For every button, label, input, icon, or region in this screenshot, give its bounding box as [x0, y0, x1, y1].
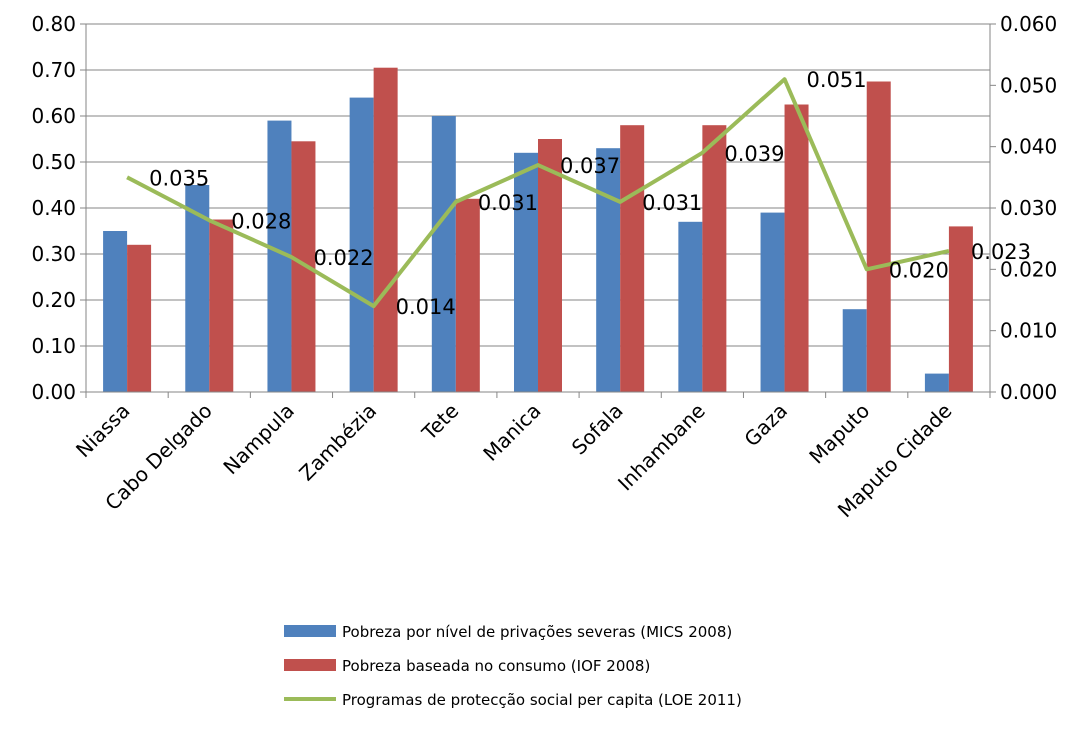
data-label: 0.028 — [231, 209, 291, 233]
right-tick-label: 0.020 — [1000, 257, 1057, 281]
category-label: Sofala — [567, 399, 628, 460]
data-label: 0.037 — [560, 154, 620, 178]
left-tick-label: 0.80 — [31, 12, 76, 36]
left-tick-label: 0.40 — [31, 196, 76, 220]
legend-label: Programas de protecção social per capita… — [342, 691, 742, 709]
data-label: 0.031 — [478, 191, 538, 215]
category-label: Gaza — [739, 399, 792, 452]
data-label: 0.023 — [971, 240, 1031, 264]
category-label: Maputo — [804, 399, 874, 469]
bar — [127, 244, 152, 392]
line-series — [126, 77, 950, 309]
left-tick-label: 0.50 — [31, 150, 76, 174]
legend-swatch — [284, 659, 336, 671]
data-label: 0.022 — [313, 246, 373, 270]
bar — [373, 67, 398, 392]
bar — [924, 373, 949, 392]
bar — [760, 212, 785, 392]
right-tick-label: 0.030 — [1000, 196, 1057, 220]
bar — [702, 125, 727, 392]
bar — [842, 309, 867, 392]
data-label: 0.051 — [807, 68, 867, 92]
bar — [514, 152, 538, 392]
right-tick-label: 0.050 — [1000, 73, 1057, 97]
right-axis-ticks: 0.000 0.010 0.020 0.030 0.040 0.050 0.060 — [990, 12, 1057, 404]
left-axis-ticks: 0.00 0.10 0.20 0.30 0.40 0.50 0.60 0.70 0.80 — [31, 12, 86, 404]
left-tick-label: 0.20 — [31, 288, 76, 312]
bar — [455, 198, 480, 392]
bar — [948, 226, 973, 392]
right-tick-label: 0.000 — [1000, 380, 1057, 404]
left-tick-label: 0.00 — [31, 380, 76, 404]
bar — [103, 231, 128, 392]
left-tick-label: 0.30 — [31, 242, 76, 266]
data-label: 0.020 — [889, 258, 949, 282]
category-label: Inhambane — [613, 399, 710, 496]
bar — [209, 219, 234, 392]
bar — [784, 104, 809, 392]
bar — [620, 125, 645, 392]
bars — [103, 67, 973, 392]
left-tick-label: 0.60 — [31, 104, 76, 128]
category-label: Tete — [416, 399, 463, 446]
bar — [349, 97, 374, 392]
data-label: 0.035 — [149, 166, 209, 190]
legend-swatch — [284, 625, 336, 637]
bar — [596, 148, 621, 392]
right-tick-label: 0.010 — [1000, 319, 1057, 343]
category-label: Niassa — [71, 399, 135, 463]
data-labels: 0.035 0.028 0.022 0.014 0.031 0.037 0.031 0.039… — [149, 68, 1031, 319]
data-label: 0.014 — [396, 295, 456, 319]
bar — [431, 116, 456, 392]
category-label: Manica — [478, 399, 545, 466]
left-tick-label: 0.10 — [31, 334, 76, 358]
legend: Pobreza por nível de privações severas (… — [284, 623, 742, 709]
bar — [866, 81, 891, 392]
bar — [538, 139, 562, 392]
left-tick-label: 0.70 — [31, 58, 76, 82]
bar — [678, 221, 703, 392]
legend-label: Pobreza baseada no consumo (IOF 2008) — [342, 657, 650, 675]
legend-label: Pobreza por nível de privações severas (… — [342, 623, 732, 641]
bar — [291, 141, 316, 392]
right-tick-label: 0.040 — [1000, 135, 1057, 159]
category-label: Nampula — [218, 399, 299, 480]
data-label: 0.031 — [642, 191, 702, 215]
right-tick-label: 0.060 — [1000, 12, 1057, 36]
category-label: Zambézia — [294, 399, 381, 486]
data-label: 0.039 — [724, 142, 784, 166]
